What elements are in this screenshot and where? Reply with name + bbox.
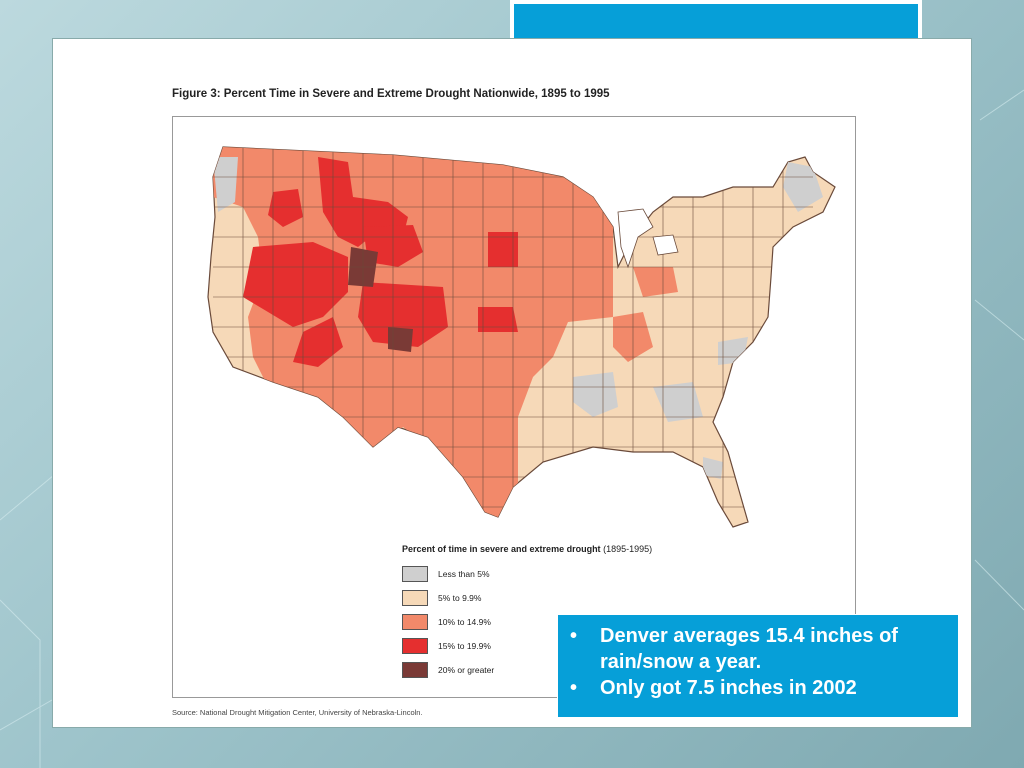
legend-swatch bbox=[402, 614, 428, 630]
figure-title: Figure 3: Percent Time in Severe and Ext… bbox=[172, 88, 610, 100]
legend-title: Percent of time in severe and extreme dr… bbox=[402, 544, 702, 554]
region-15-20-idaho bbox=[268, 189, 303, 227]
legend-label: 15% to 19.9% bbox=[438, 641, 491, 651]
legend-swatch bbox=[402, 638, 428, 654]
legend-label: 5% to 9.9% bbox=[438, 593, 482, 603]
legend-swatch bbox=[402, 566, 428, 582]
region-15-20-great-basin bbox=[243, 242, 348, 327]
map-box bbox=[172, 116, 856, 698]
region-lt5-south bbox=[573, 372, 618, 417]
callout-text: Denver averages 15.4 inches of rain/snow… bbox=[600, 625, 898, 673]
region-lt5-florida bbox=[703, 457, 723, 479]
bullet-icon: • bbox=[570, 677, 578, 699]
great-lakes bbox=[617, 208, 679, 269]
map-legend: Percent of time in severe and extreme dr… bbox=[402, 544, 702, 678]
region-lt5-southeast bbox=[653, 382, 703, 422]
legend-swatch bbox=[402, 662, 428, 678]
legend-label: 20% or greater bbox=[438, 665, 495, 675]
legend-label: 10% to 14.9% bbox=[438, 617, 491, 627]
region-15-20-kansas bbox=[478, 307, 518, 332]
region-lt5-maine bbox=[783, 162, 823, 212]
legend-swatch bbox=[402, 590, 428, 606]
region-20-plus-colorado bbox=[388, 327, 413, 352]
figure-source: Source: National Drought Mitigation Cent… bbox=[172, 708, 423, 717]
bullet-icon: • bbox=[570, 625, 578, 647]
region-lt5-washington bbox=[213, 157, 238, 212]
callout-text: Only got 7.5 inches in 2002 bbox=[600, 677, 857, 699]
region-10-15-ohio bbox=[633, 267, 678, 297]
callout-box: • Denver averages 15.4 inches of rain/sn… bbox=[557, 614, 959, 718]
callout-bullet-item: • Denver averages 15.4 inches of rain/sn… bbox=[566, 623, 948, 675]
us-drought-map bbox=[207, 146, 836, 528]
climate-division-lines bbox=[213, 147, 813, 527]
legend-title-bold: Percent of time in severe and extreme dr… bbox=[402, 544, 601, 554]
region-15-20-arizona bbox=[293, 317, 343, 367]
legend-label: Less than 5% bbox=[438, 569, 490, 579]
callout-bullet-item: • Only got 7.5 inches in 2002 bbox=[566, 675, 948, 701]
region-15-20-dakota bbox=[488, 232, 518, 267]
region-15-20-colorado bbox=[358, 282, 448, 347]
legend-title-range: (1895-1995) bbox=[603, 544, 653, 554]
